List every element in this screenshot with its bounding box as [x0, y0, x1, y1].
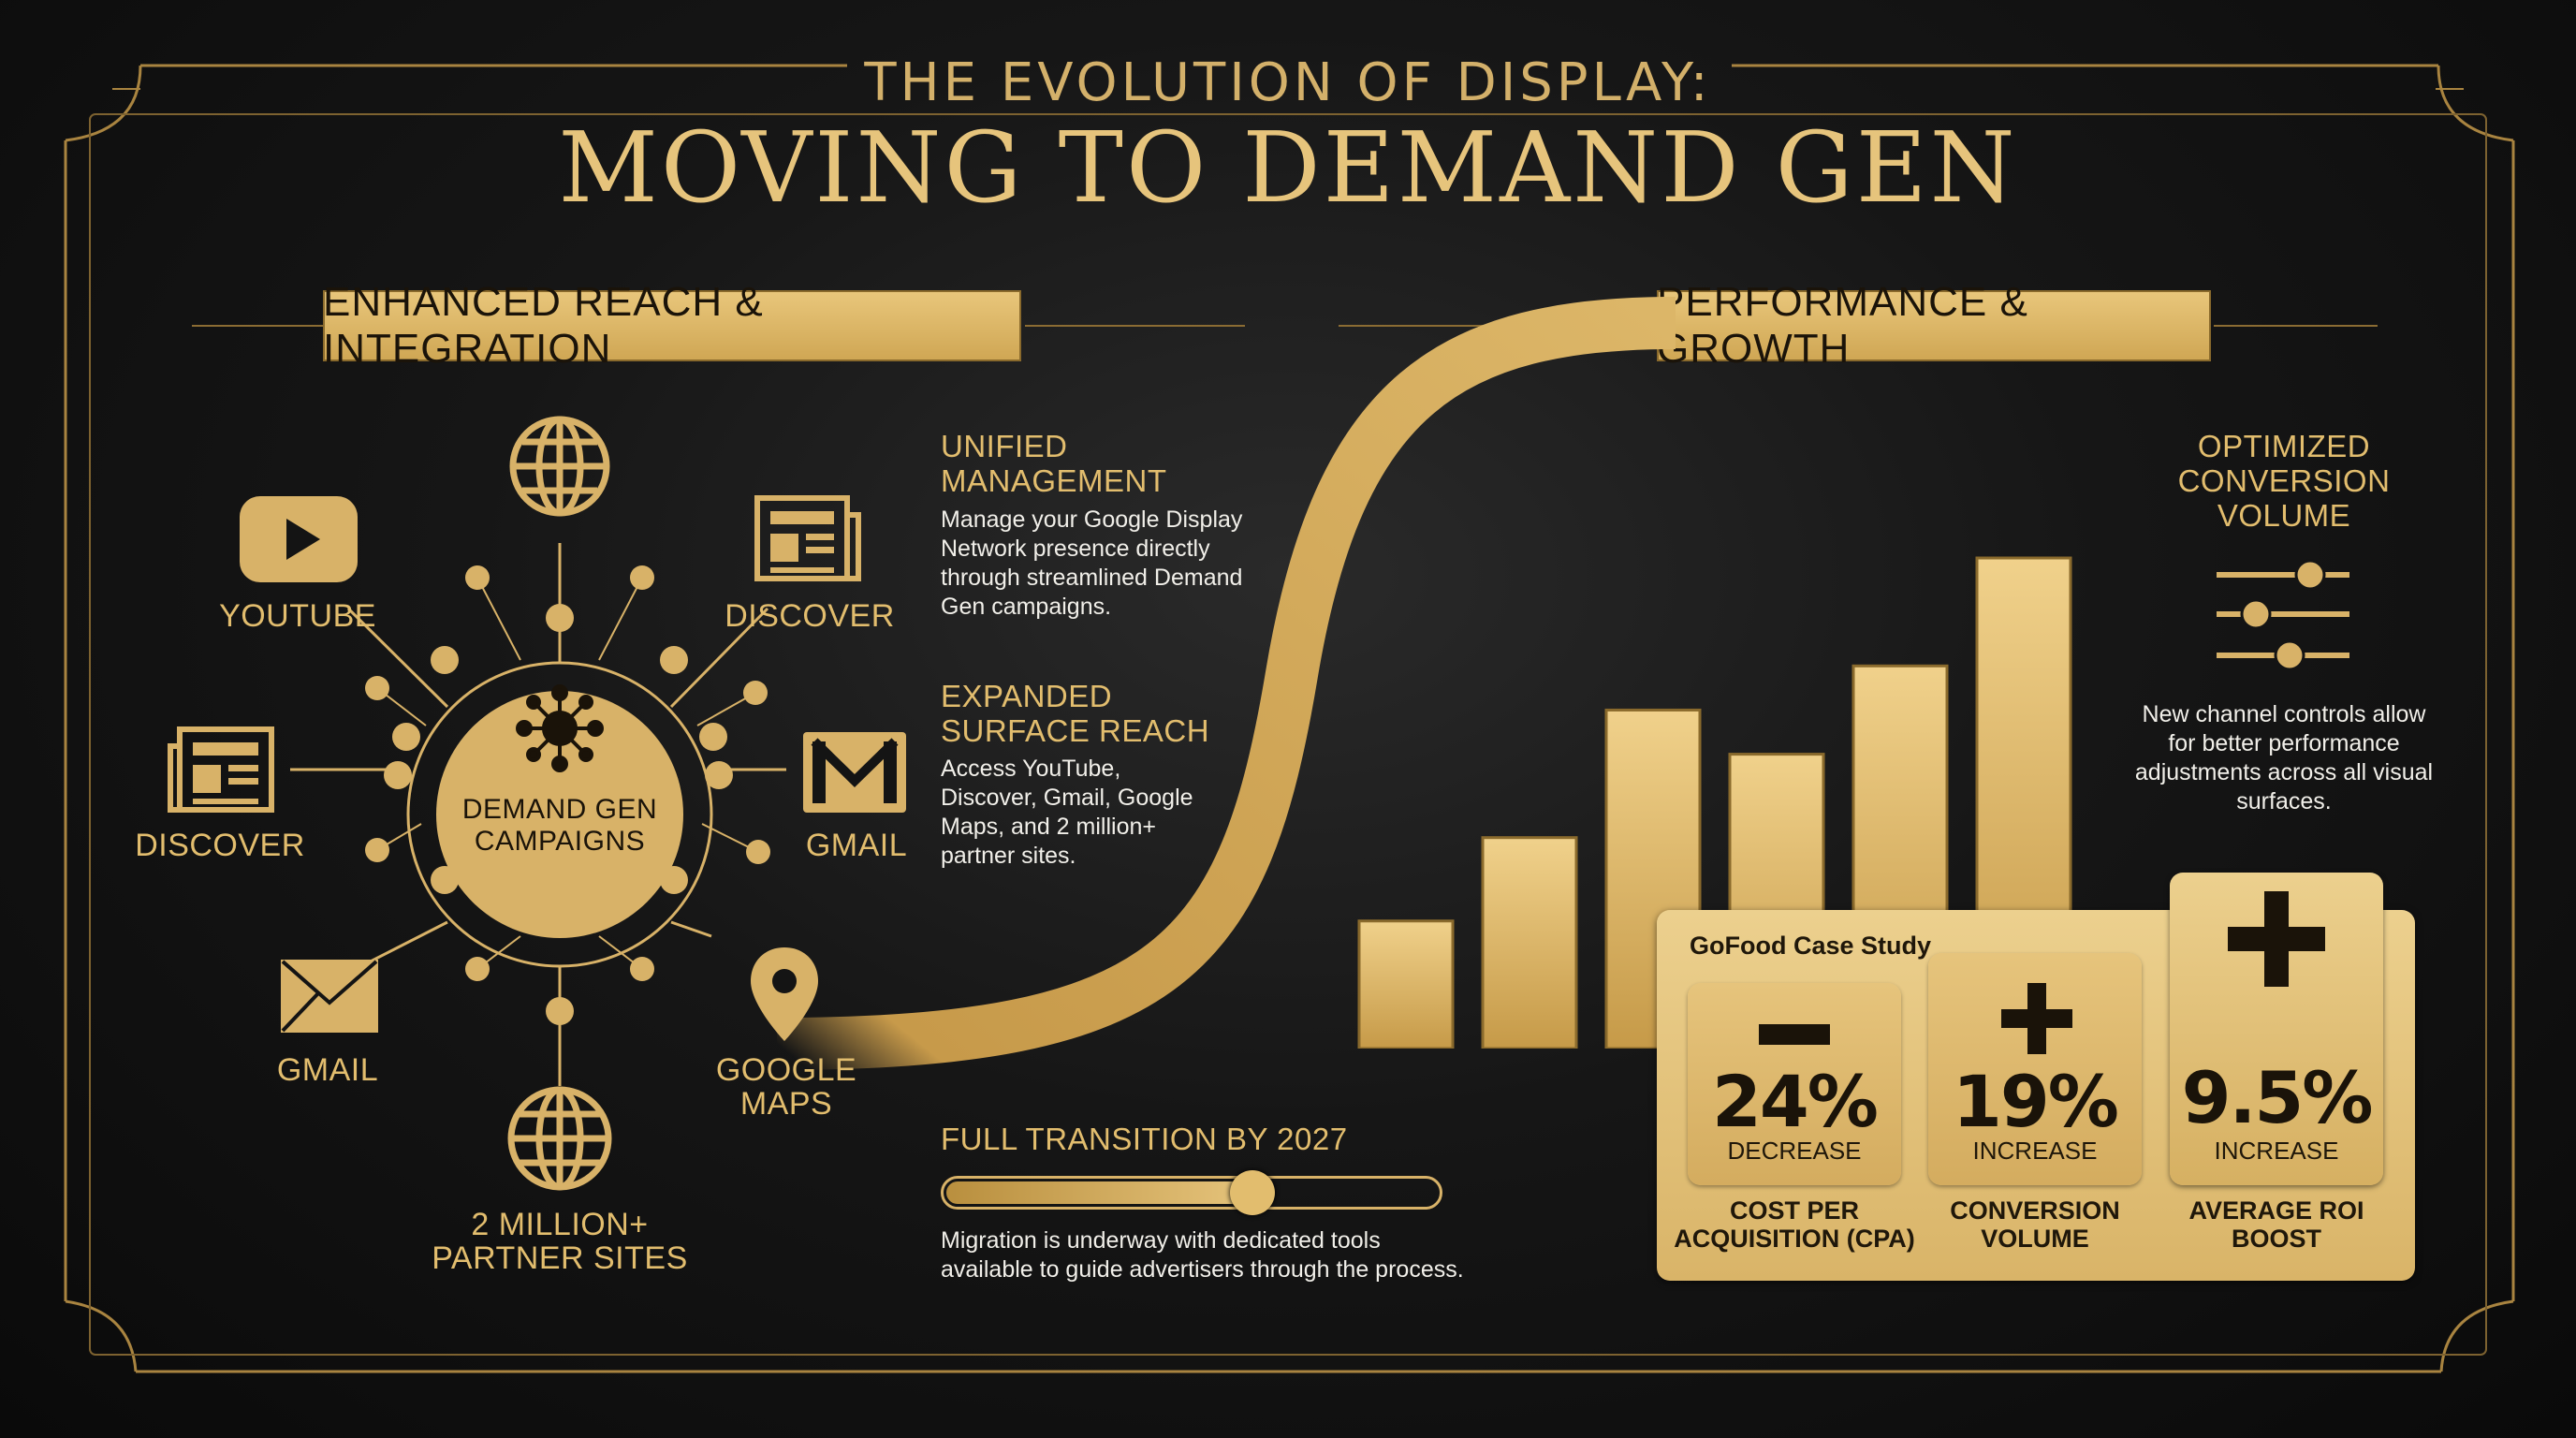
unified-body: Manage your Google Display Network prese…	[941, 506, 1243, 620]
globe-icon[interactable]	[501, 1084, 619, 1193]
plus-icon	[2264, 891, 2289, 987]
channel-label-partner-sites: 2 MILLION+ PARTNER SITES	[432, 1207, 688, 1276]
optimized-body: New channel controls allow for better pe…	[2134, 701, 2434, 814]
channel-label-discover-left: DISCOVER	[135, 828, 305, 863]
expanded-body: Access YouTube, Discover, Gmail, Google …	[941, 756, 1193, 869]
channel-label-gmail-left: GMAIL	[276, 1052, 379, 1088]
metric-caption-cpa: COST PER ACQUISITION (CPA)	[1674, 1196, 1915, 1253]
minus-icon	[1759, 1024, 1830, 1045]
header-title: MOVING TO DEMAND GEN	[558, 110, 2018, 225]
case-study-title: GoFood Case Study	[1690, 932, 1932, 960]
expanded-heading: EXPANDED SURFACE REACH	[941, 679, 1210, 748]
metric-change-cpa: DECREASE	[1727, 1137, 1862, 1165]
unified-heading: UNIFIED MANAGEMENT	[941, 429, 1167, 498]
header-subtitle: THE EVOLUTION OF DISPLAY:	[864, 52, 1712, 113]
channel-label-discover-right: DISCOVER	[724, 598, 895, 634]
channel-label-youtube: YOUTUBE	[219, 598, 376, 634]
metric-caption-conversion: CONVERSION VOLUME	[1950, 1196, 2120, 1253]
envelope-icon[interactable]	[279, 958, 380, 1034]
globe-icon	[509, 416, 610, 517]
transition-progress-knob[interactable]	[1230, 1170, 1276, 1215]
transition-progress-fill	[946, 1181, 1256, 1204]
network-hub-icon	[516, 684, 604, 772]
hub-label: DEMAND GEN CAMPAIGNS	[461, 794, 658, 857]
mail-icon[interactable]	[803, 732, 906, 813]
newspaper-icon[interactable]	[754, 494, 864, 584]
channel-label-google-maps: GOOGLE MAPS	[715, 1052, 857, 1122]
transition-progress-track	[941, 1170, 1442, 1215]
metric-card-cpa: 24% DECREASE	[1688, 983, 1901, 1185]
metric-value-roi: 9.5%	[2181, 1056, 2374, 1139]
metric-card-conversion: 19% INCREASE	[1928, 953, 2142, 1185]
plus-icon	[2027, 983, 2046, 1054]
metric-card-roi: 9.5% INCREASE	[2170, 873, 2383, 1185]
sliders-icon	[2217, 559, 2349, 670]
growth-bar	[1481, 836, 1578, 1049]
map-pin-icon[interactable]	[747, 946, 822, 1043]
metric-caption-roi: AVERAGE ROI BOOST	[2188, 1196, 2364, 1253]
metric-value-cpa: 24%	[1712, 1060, 1879, 1143]
transition-body: Migration is underway with dedicated too…	[941, 1227, 1464, 1283]
transition-heading: FULL TRANSITION BY 2027	[941, 1122, 1348, 1156]
metric-change-conversion: INCREASE	[1972, 1137, 2098, 1165]
optimized-heading: OPTIMIZED CONVERSION VOLUME	[2177, 429, 2391, 533]
youtube-play-icon[interactable]	[240, 496, 358, 582]
newspaper-icon[interactable]	[167, 726, 277, 815]
metric-change-roi: INCREASE	[2214, 1137, 2339, 1165]
metric-value-conversion: 19%	[1953, 1060, 2119, 1143]
channel-label-gmail-right: GMAIL	[805, 828, 908, 863]
growth-bar	[1357, 919, 1455, 1049]
